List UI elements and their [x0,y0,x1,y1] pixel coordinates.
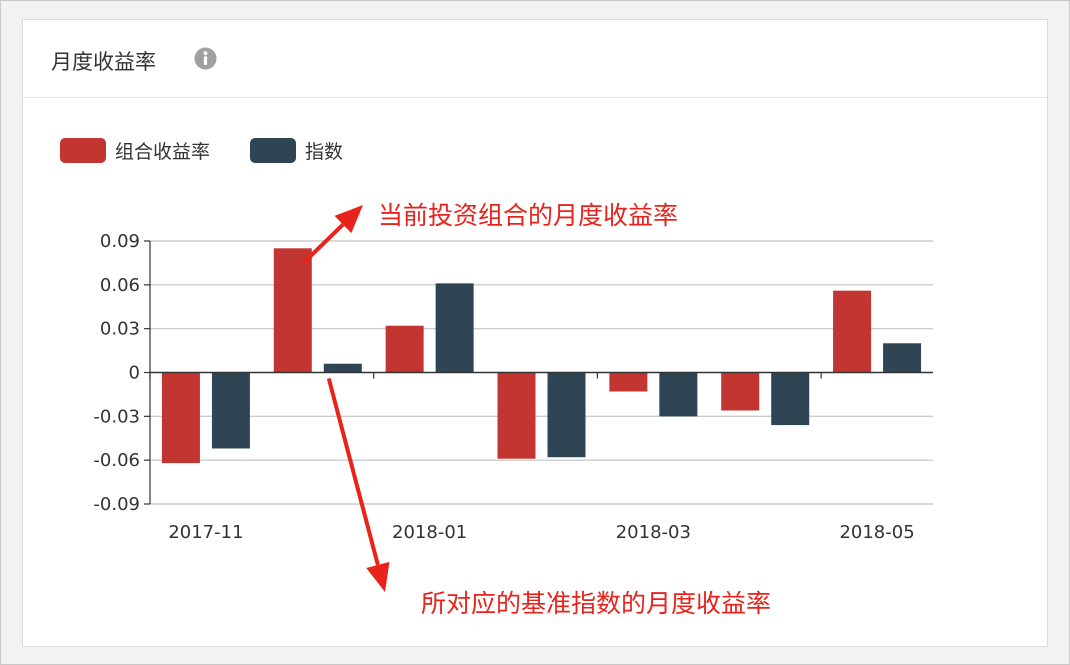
index-bar-2018-01[interactable] [435,283,474,373]
portfolio-bar-2018-03[interactable] [609,372,648,392]
portfolio-bar-2018-04[interactable] [721,372,760,411]
annotation-arrow-index-shaft [326,377,380,566]
card-header: 月度收益率 [23,20,1047,98]
y-tick-label: -0.09 [93,494,140,515]
legend-swatch-1[interactable] [250,138,296,163]
legend-label-0[interactable]: 组合收益率 [115,141,210,163]
y-tick-label: -0.06 [93,450,140,471]
portfolio-bar-2018-02[interactable] [497,372,536,459]
annotation-index: 所对应的基准指数的月度收益率 [421,589,771,618]
y-tick-label: -0.03 [93,406,140,427]
x-tick-label: 2017-11 [168,522,243,543]
legend-swatch-0[interactable] [60,138,106,163]
y-tick-label: 0.06 [100,275,140,296]
info-icon[interactable] [194,47,217,70]
portfolio-bar-2018-01[interactable] [385,325,424,373]
index-bar-2018-02[interactable] [547,372,586,458]
portfolio-bar-2017-12[interactable] [273,248,312,373]
annotation-arrow-portfolio-shaft [301,223,345,266]
monthly-return-card: 月度收益率 [22,19,1048,647]
index-bar-2017-11[interactable] [211,372,250,449]
legend-label-1[interactable]: 指数 [305,141,343,163]
y-tick-label: 0.09 [100,231,140,252]
annotation-portfolio: 当前投资组合的月度收益率 [378,201,678,230]
annotation-arrow-index-head [366,561,390,592]
card-title: 月度收益率 [51,50,156,74]
index-bar-2018-03[interactable] [659,372,698,417]
x-tick-label: 2018-03 [616,522,691,543]
x-tick-label: 2018-05 [839,522,914,543]
index-bar-2018-04[interactable] [771,372,810,426]
y-tick-label: 0 [129,363,140,384]
index-bar-2017-12[interactable] [323,363,362,373]
x-tick-label: 2018-01 [392,522,467,543]
annotation-arrow-portfolio-head [334,205,363,234]
y-tick-label: 0.03 [100,319,140,340]
portfolio-bar-2017-11[interactable] [161,372,200,464]
index-bar-2018-05[interactable] [883,343,922,373]
portfolio-bar-2018-05[interactable] [833,290,872,373]
